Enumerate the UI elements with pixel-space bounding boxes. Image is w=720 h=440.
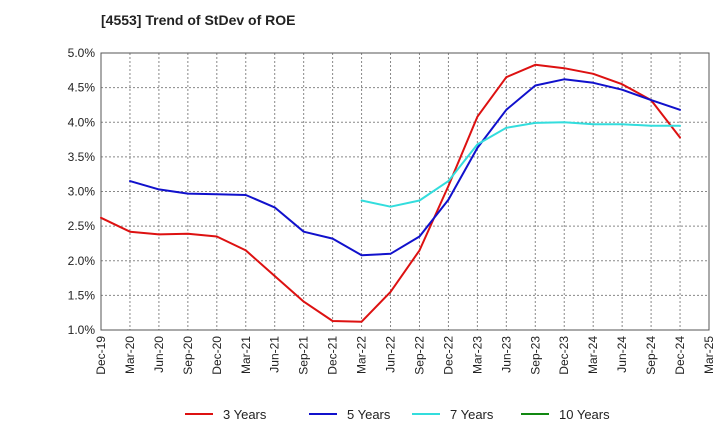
x-tick-label: Mar-20	[123, 336, 137, 374]
y-tick-label: 4.0%	[68, 115, 96, 129]
plot-border	[100, 52, 710, 331]
x-tick-label: Sep-20	[181, 336, 195, 375]
x-tick-label: Mar-23	[470, 336, 484, 374]
series-line-3-years	[100, 63, 681, 323]
y-tick-label: 2.0%	[68, 254, 96, 268]
x-tick-label: Jun-23	[499, 336, 513, 373]
x-tick-label: Dec-24	[673, 336, 687, 375]
x-tick-label: Mar-21	[239, 336, 253, 374]
x-tick-label: Mar-22	[355, 336, 369, 374]
legend-label: 3 Years	[223, 407, 267, 422]
x-tick-label: Sep-21	[297, 336, 311, 375]
series-line-7-years	[360, 121, 681, 208]
y-tick-label: 2.5%	[68, 219, 96, 233]
x-tick-label: Mar-24	[586, 336, 600, 374]
x-tick-label: Dec-23	[557, 336, 571, 375]
legend-label: 5 Years	[347, 407, 391, 422]
legend-label: 7 Years	[450, 407, 494, 422]
x-tick-label: Mar-25	[702, 336, 716, 374]
x-tick-label: Jun-21	[268, 336, 282, 373]
x-tick-label: Sep-24	[644, 336, 658, 375]
x-tick-label: Jun-24	[615, 336, 629, 373]
x-tick-label: Dec-19	[94, 336, 108, 375]
y-tick-label: 4.5%	[68, 81, 96, 95]
x-tick-label: Sep-23	[528, 336, 542, 375]
y-tick-label: 3.0%	[68, 185, 96, 199]
legend-label: 10 Years	[559, 407, 610, 422]
y-tick-label: 1.0%	[68, 323, 96, 337]
series-line-5-years	[129, 78, 681, 257]
y-tick-label: 5.0%	[68, 46, 96, 60]
x-tick-label: Jun-22	[384, 336, 398, 373]
x-tick-label: Dec-20	[210, 336, 224, 375]
x-tick-label: Jun-20	[152, 336, 166, 373]
y-tick-label: 3.5%	[68, 150, 96, 164]
y-tick-label: 1.5%	[68, 288, 96, 302]
x-tick-label: Dec-22	[441, 336, 455, 375]
x-tick-label: Dec-21	[326, 336, 340, 375]
x-tick-label: Sep-22	[412, 336, 426, 375]
chart-title: [4553] Trend of StDev of ROE	[101, 12, 296, 28]
